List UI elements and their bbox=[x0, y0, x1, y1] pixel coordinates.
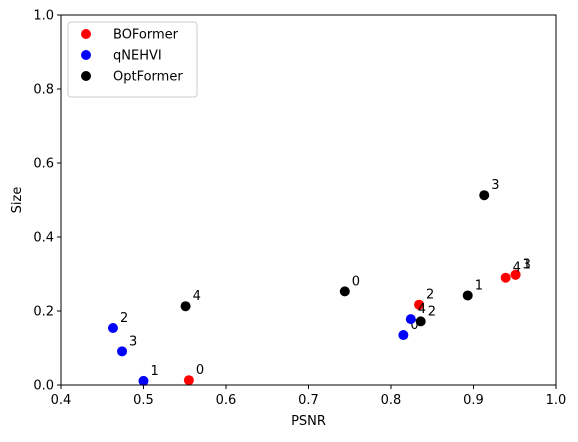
x-tick-label: 0.7 bbox=[298, 393, 319, 408]
data-point-boformer-4 bbox=[500, 272, 511, 283]
legend-marker-optformer bbox=[81, 71, 91, 81]
y-tick-label: 0.2 bbox=[33, 305, 54, 320]
point-label-qnehvi-4: 4 bbox=[418, 302, 426, 317]
data-point-optformer-1 bbox=[462, 290, 473, 301]
point-label-boformer-4: 4 bbox=[513, 261, 521, 276]
x-tick-label: 0.5 bbox=[133, 393, 154, 408]
legend-label-boformer: BOFormer bbox=[113, 28, 179, 43]
legend-label-qnehvi: qNEHVI bbox=[113, 49, 162, 64]
legend-frame bbox=[67, 21, 198, 98]
point-label-optformer-2: 2 bbox=[428, 304, 436, 319]
point-label-optformer-3: 3 bbox=[491, 178, 499, 193]
y-tick-label: 0.8 bbox=[33, 83, 54, 98]
legend-marker-qnehvi bbox=[81, 50, 91, 60]
y-tick-label: 0.6 bbox=[33, 157, 54, 172]
x-tick-label: 1.0 bbox=[546, 393, 567, 408]
legend-label-optformer: OptFormer bbox=[113, 70, 183, 85]
point-label-qnehvi-3: 3 bbox=[129, 334, 137, 349]
x-tick-label: 0.4 bbox=[51, 393, 72, 408]
data-point-optformer-0 bbox=[339, 286, 350, 297]
data-point-qnehvi-4 bbox=[405, 314, 416, 325]
data-point-optformer-4 bbox=[180, 301, 191, 312]
data-point-qnehvi-1 bbox=[138, 375, 149, 386]
point-label-qnehvi-2: 2 bbox=[120, 311, 128, 326]
point-label-optformer-0: 0 bbox=[352, 274, 360, 289]
data-point-qnehvi-0 bbox=[398, 330, 409, 341]
y-tick-label: 0.0 bbox=[33, 379, 54, 394]
point-label-qnehvi-0: 0 bbox=[410, 318, 418, 333]
point-label-boformer-0: 0 bbox=[196, 363, 204, 378]
data-point-optformer-3 bbox=[479, 190, 490, 201]
point-label-optformer-4: 4 bbox=[193, 289, 201, 304]
data-point-optformer-2 bbox=[415, 316, 426, 327]
point-label-boformer-1: 1 bbox=[523, 258, 531, 273]
point-label-qnehvi-1: 1 bbox=[151, 364, 159, 379]
data-point-boformer-2 bbox=[414, 299, 425, 310]
data-point-boformer-0 bbox=[183, 375, 194, 386]
y-tick-label: 1.0 bbox=[33, 9, 54, 24]
legend: BOFormer qNEHVI OptFormer bbox=[67, 21, 198, 98]
y-tick-label: 0.4 bbox=[33, 231, 54, 246]
point-label-boformer-3: 3 bbox=[523, 258, 531, 273]
data-point-boformer-3 bbox=[510, 269, 521, 280]
x-tick-label: 0.6 bbox=[216, 393, 237, 408]
point-label-optformer-1: 1 bbox=[475, 278, 483, 293]
data-point-qnehvi-2 bbox=[107, 323, 118, 334]
x-tick-label: 0.9 bbox=[463, 393, 484, 408]
axes-layer: 0.4 0.5 0.6 0.7 0.8 0.9 1.0 0.0 0.2 0.4 0.6 0.8 1.0 bbox=[33, 9, 566, 409]
point-label-boformer-2: 2 bbox=[426, 288, 434, 303]
x-axis-label: PSNR bbox=[291, 414, 326, 429]
x-tick-label: 0.8 bbox=[381, 393, 402, 408]
data-point-qnehvi-3 bbox=[117, 346, 128, 357]
y-axis-label: Size bbox=[10, 187, 25, 214]
legend-marker-boformer bbox=[81, 29, 91, 39]
